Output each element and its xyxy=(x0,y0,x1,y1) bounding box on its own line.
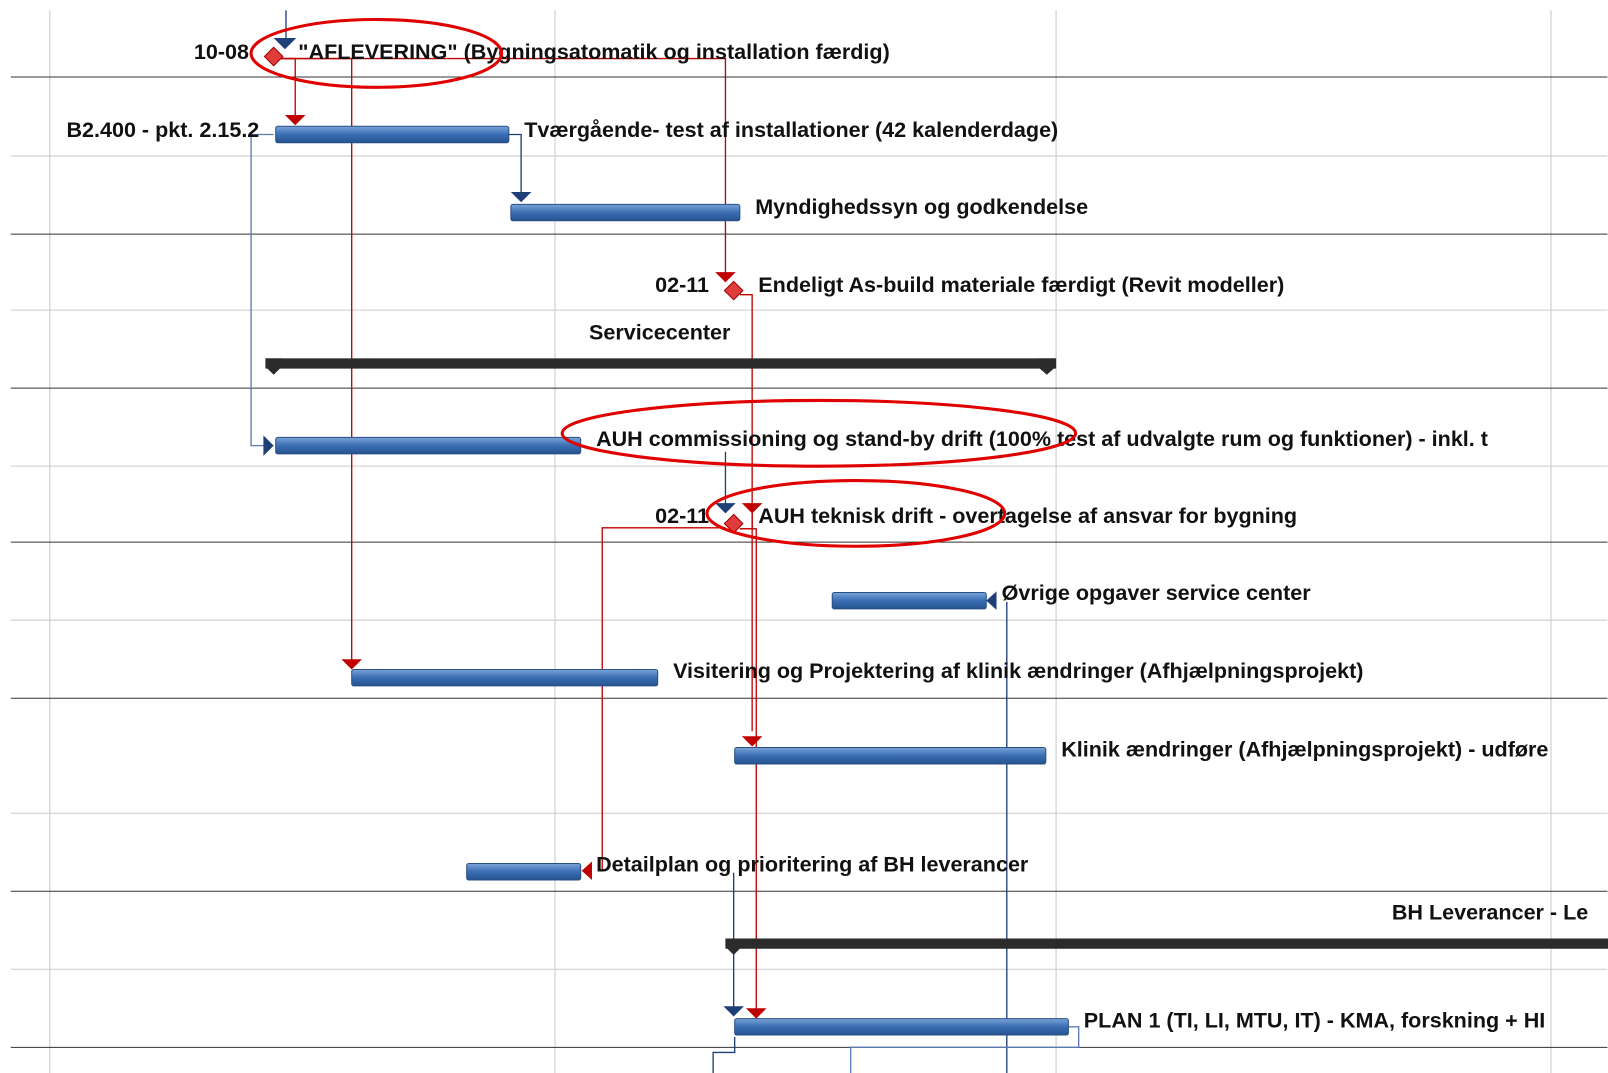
arrowhead xyxy=(341,659,362,670)
highlights xyxy=(249,17,1078,548)
connector xyxy=(250,133,274,447)
connector xyxy=(712,1037,736,1073)
task-bar xyxy=(351,668,659,687)
arrowhead xyxy=(273,37,297,50)
summary-bar xyxy=(265,358,1057,369)
arrowhead xyxy=(715,503,736,514)
tasks: "AFLEVERING" (Bygningsatomatik og instal… xyxy=(66,39,1608,1036)
task-label: PLAN 1 (TI, LI, MTU, IT) - KMA, forsknin… xyxy=(1084,1007,1545,1032)
task-bar xyxy=(831,591,987,610)
task-label: Tværgående- test af installationer (42 k… xyxy=(524,117,1058,142)
task-label: Myndighedssyn og godkendelse xyxy=(755,194,1088,219)
arrowhead xyxy=(581,861,592,880)
highlight-ellipse xyxy=(249,17,504,89)
arrowhead xyxy=(723,1006,744,1017)
task-label: Øvrige opgaver service center xyxy=(1002,580,1312,605)
connector xyxy=(850,1026,1080,1073)
task-bar xyxy=(510,203,741,222)
left-label: B2.400 - pkt. 2.15.2 xyxy=(66,117,259,142)
arrowhead xyxy=(510,192,532,203)
summary-cap xyxy=(725,938,742,955)
arrowhead xyxy=(745,1008,767,1019)
arrowhead xyxy=(715,272,736,283)
task-label: AUH commissioning og stand-by drift (100… xyxy=(596,426,1488,451)
arrowhead xyxy=(741,503,763,514)
connector xyxy=(508,133,522,196)
task-bar xyxy=(275,125,510,144)
highlight-ellipse xyxy=(560,398,1078,468)
task-label: Endeligt As-build materiale færdigt (Rev… xyxy=(758,272,1284,297)
connector xyxy=(739,294,753,732)
arrowhead xyxy=(986,591,997,610)
summary-bar xyxy=(725,938,1608,949)
task-label: Servicecenter xyxy=(589,319,731,344)
task-bar xyxy=(734,746,1047,765)
task-label: Detailplan og prioritering af BH leveran… xyxy=(596,851,1029,876)
task-bar xyxy=(275,436,582,455)
arrowhead xyxy=(741,736,763,747)
connector xyxy=(601,527,726,871)
connector xyxy=(279,57,727,276)
date-label: 02-11 xyxy=(655,503,709,528)
task-bar xyxy=(734,1018,1069,1036)
grid xyxy=(10,10,1608,1073)
date-label: 02-11 xyxy=(655,272,709,297)
task-label: "AFLEVERING" (Bygningsatomatik og instal… xyxy=(298,39,889,64)
arrowhead xyxy=(284,115,306,126)
task-label: AUH teknisk drift - overtagelse af ansva… xyxy=(758,503,1297,528)
task-label: Visitering og Projektering af klinik ænd… xyxy=(673,658,1363,683)
arrowheads xyxy=(263,37,997,1019)
task-label: BH Leverancer - Le xyxy=(1392,900,1588,925)
task-bar xyxy=(466,863,582,881)
connector xyxy=(279,57,296,119)
connectors xyxy=(250,10,1080,1073)
highlight-ellipse xyxy=(705,478,1007,548)
task-label: Klinik ændringer (Afhjælpningsprojekt) -… xyxy=(1061,736,1548,761)
summary-cap xyxy=(265,358,282,375)
arrowhead xyxy=(263,435,274,456)
milestone xyxy=(263,46,284,67)
summary-cap xyxy=(1037,358,1057,375)
milestone xyxy=(723,280,744,301)
connector xyxy=(739,528,757,1012)
connector xyxy=(279,57,353,663)
date-label: 10-08 xyxy=(194,39,249,64)
